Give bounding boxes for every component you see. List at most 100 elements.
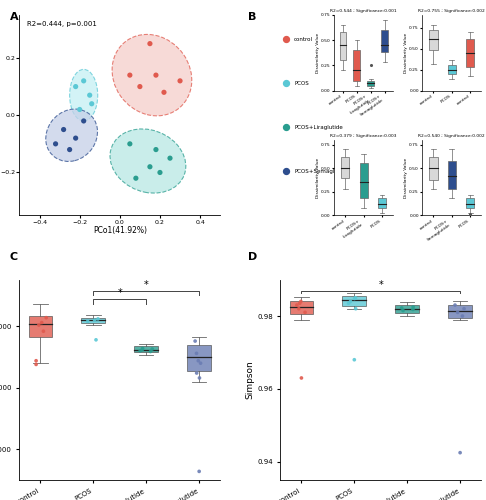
Bar	[343, 296, 366, 306]
Bar	[429, 157, 437, 180]
Point	[195, 374, 203, 382]
Point	[350, 356, 358, 364]
Bar	[367, 80, 374, 86]
Text: D: D	[248, 252, 257, 262]
Point	[148, 345, 156, 353]
Point	[454, 308, 462, 316]
Point	[146, 163, 154, 171]
Point	[295, 304, 303, 312]
Point	[176, 77, 184, 85]
Point	[367, 62, 375, 70]
Point	[139, 346, 146, 354]
Bar	[341, 157, 349, 178]
Text: control: control	[294, 36, 313, 42]
Point	[456, 448, 464, 456]
Point	[152, 146, 160, 154]
Y-axis label: Dissimilarity Value: Dissimilarity Value	[404, 158, 408, 198]
Point	[350, 294, 358, 302]
Point	[32, 356, 40, 364]
Point	[94, 315, 102, 323]
Bar	[448, 66, 456, 74]
Point	[459, 312, 467, 320]
Point	[152, 71, 160, 79]
Point	[91, 316, 99, 324]
Bar	[134, 346, 158, 352]
Point	[191, 337, 199, 345]
Point	[38, 318, 46, 326]
Point	[76, 106, 84, 114]
Point	[39, 327, 47, 335]
Text: *: *	[379, 280, 383, 290]
Point	[192, 350, 200, 358]
Point	[301, 308, 309, 316]
Point	[347, 298, 354, 306]
Point	[72, 134, 80, 142]
Point	[32, 360, 40, 368]
Point	[126, 140, 134, 148]
Title: R2=0.379 ; Significance:0.003: R2=0.379 ; Significance:0.003	[330, 134, 397, 138]
Text: R2=0.444, p=0.001: R2=0.444, p=0.001	[28, 21, 97, 27]
Point	[297, 374, 305, 382]
Point	[399, 306, 407, 314]
Point	[86, 91, 94, 99]
Point	[193, 369, 201, 377]
Text: PCOS+Liraglutide: PCOS+Liraglutide	[294, 124, 343, 130]
Point	[293, 301, 301, 309]
Title: R2=0.540 ; Significance:0.002: R2=0.540 ; Significance:0.002	[418, 134, 485, 138]
Point	[136, 347, 144, 355]
Point	[146, 40, 154, 48]
Text: PCOS: PCOS	[294, 80, 309, 86]
Point	[197, 359, 205, 367]
Point	[156, 168, 164, 176]
Point	[136, 82, 144, 90]
Point	[409, 306, 417, 314]
Ellipse shape	[69, 70, 98, 121]
Title: R2=0.544 ; Significance:0.001: R2=0.544 ; Significance:0.001	[330, 9, 397, 13]
Bar	[378, 198, 386, 208]
Text: C: C	[10, 252, 18, 262]
Text: B: B	[248, 12, 256, 22]
Point	[66, 146, 73, 154]
Point	[351, 294, 359, 302]
Bar	[448, 160, 456, 189]
Bar	[429, 30, 437, 50]
Ellipse shape	[112, 34, 192, 116]
Point	[147, 348, 155, 356]
Point	[84, 318, 92, 326]
Point	[60, 126, 68, 134]
Point	[297, 298, 305, 306]
Text: A: A	[10, 12, 18, 22]
Y-axis label: Dissimilarity Value: Dissimilarity Value	[404, 32, 408, 73]
Point	[466, 210, 474, 218]
Bar	[360, 164, 368, 198]
Bar	[340, 32, 346, 60]
Bar	[187, 344, 211, 370]
Point	[451, 301, 459, 309]
Y-axis label: Dissimilarity Value: Dissimilarity Value	[315, 158, 320, 198]
Text: *: *	[118, 288, 122, 298]
Point	[398, 304, 406, 312]
Point	[88, 100, 96, 108]
Bar	[353, 50, 360, 80]
Point	[166, 154, 174, 162]
Ellipse shape	[110, 129, 186, 193]
Point	[139, 344, 146, 352]
Text: *: *	[144, 280, 149, 289]
Bar	[466, 198, 474, 208]
Title: R2=0.755 ; Significance:0.002: R2=0.755 ; Significance:0.002	[418, 9, 485, 13]
Text: PCOS+Semaglutide: PCOS+Semaglutide	[294, 169, 348, 174]
X-axis label: PCo1(41.92%): PCo1(41.92%)	[93, 226, 147, 235]
Point	[296, 300, 304, 308]
Point	[35, 321, 43, 329]
Point	[80, 117, 87, 125]
Point	[460, 304, 468, 312]
Point	[42, 314, 50, 322]
Point	[72, 82, 80, 90]
Bar	[382, 30, 388, 52]
Y-axis label: Dissimilarity Value: Dissimilarity Value	[315, 32, 320, 73]
Point	[194, 356, 202, 364]
Bar	[466, 38, 474, 67]
Bar	[290, 302, 313, 314]
Bar	[29, 316, 52, 338]
Bar	[448, 305, 472, 318]
